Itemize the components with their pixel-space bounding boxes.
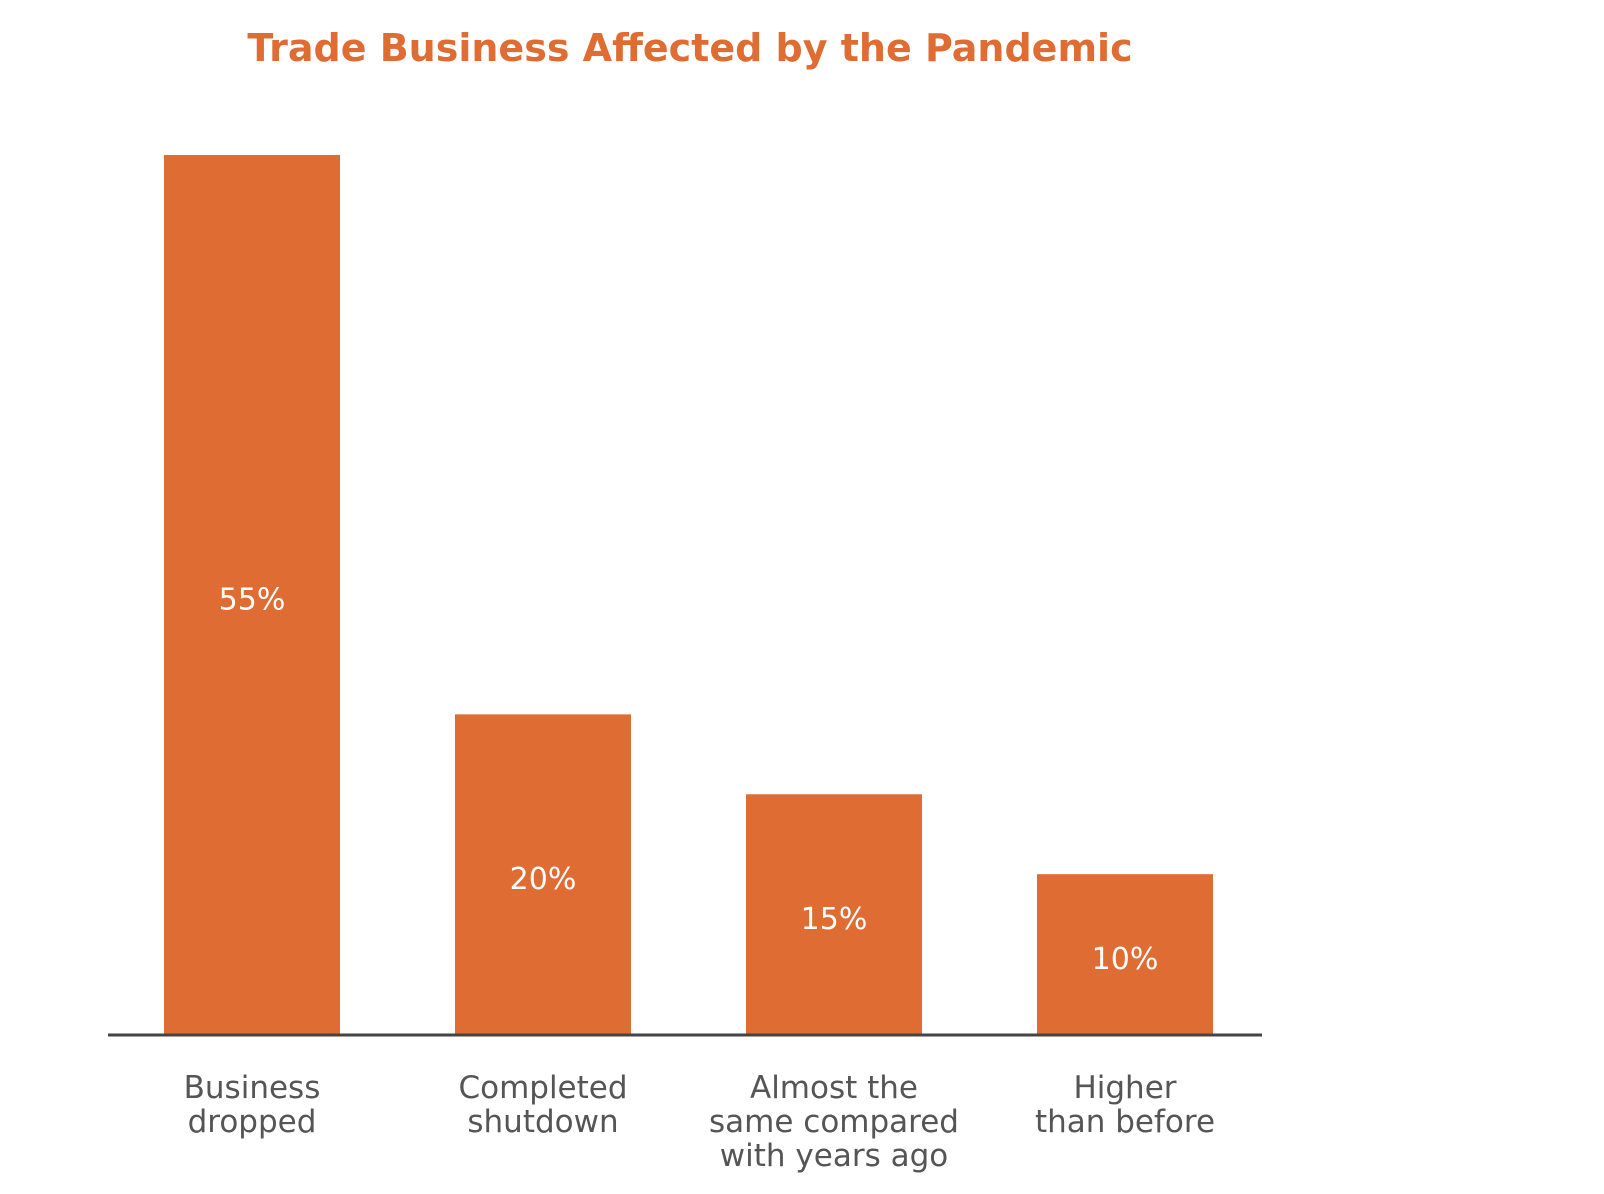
bar-2 (455, 714, 631, 1034)
category-label-2-line-1: Completed (458, 1070, 627, 1106)
category-label-2-line-2: shutdown (467, 1104, 618, 1140)
bar-4 (1037, 874, 1213, 1034)
bar-1 (164, 155, 340, 1034)
category-label-3-line-3: with years ago (720, 1138, 948, 1174)
bar-3 (746, 794, 922, 1034)
category-label-1-line-1: Business (184, 1070, 321, 1106)
bars-layer: 55% 20% 15% 10% (164, 155, 1213, 1034)
value-label-4: 10% (1092, 942, 1159, 977)
value-label-2: 20% (510, 862, 577, 897)
value-label-3: 15% (801, 902, 868, 937)
category-label-4-line-1: Higher (1073, 1070, 1176, 1106)
category-label-3-line-2: same compared (709, 1104, 959, 1140)
chart-title: Trade Business Affected by the Pandemic (247, 26, 1133, 70)
value-label-1: 55% (219, 583, 286, 618)
category-label-4-line-2: than before (1035, 1104, 1215, 1140)
category-label-3-line-1: Almost the (750, 1070, 918, 1106)
category-label-1-line-2: dropped (188, 1104, 317, 1140)
